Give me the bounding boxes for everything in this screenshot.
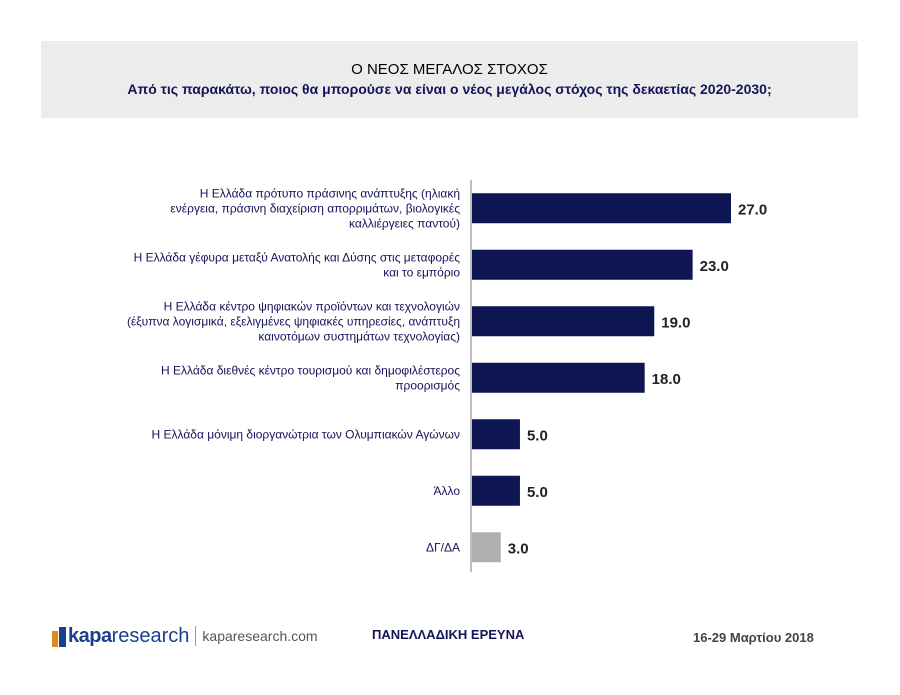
logo-text-bold: kapa: [68, 624, 112, 647]
value-label-1: 23.0: [700, 258, 729, 275]
value-label-2: 19.0: [661, 314, 690, 331]
bar-4: [472, 419, 520, 450]
bar-0: [472, 193, 731, 224]
bar-2: [472, 306, 655, 337]
value-label-4: 5.0: [527, 427, 548, 444]
logo-mark-icon: [52, 627, 66, 647]
category-label-4: Η Ελλάδα μόνιμη διοργανώτρια των Ολυμπια…: [152, 427, 460, 441]
value-label-5: 5.0: [527, 484, 548, 501]
bar-3: [472, 362, 645, 393]
chart-subtitle: Από τις παρακάτω, ποιος θα μπορούσε να ε…: [127, 81, 772, 97]
value-label-6: 3.0: [508, 540, 529, 557]
category-label-2: Η Ελλάδα κέντρο ψηφιακών προϊόντων και τ…: [127, 299, 460, 343]
header-banner: Ο ΝΕΟΣ ΜΕΓΑΛΟΣ ΣΤΟΧΟΣ Από τις παρακάτω, …: [41, 41, 858, 118]
category-label-6: ΔΓ/ΔΑ: [426, 540, 460, 554]
kapa-research-logo: kapa research kaparesearch.com: [52, 624, 318, 648]
value-label-0: 27.0: [738, 201, 767, 218]
logo-separator: [195, 626, 197, 646]
bar-1: [472, 249, 693, 280]
bar-6: [472, 532, 501, 563]
logo-website[interactable]: kaparesearch.com: [202, 628, 318, 644]
survey-label: ΠΑΝΕΛΛΑΔΙΚΗ ΕΡΕΥΝΑ: [372, 627, 525, 642]
category-label-3: Η Ελλάδα διεθνές κέντρο τουρισμού και δη…: [161, 363, 460, 392]
category-label-5: Άλλο: [433, 484, 460, 498]
category-label-1: Η Ελλάδα γέφυρα μεταξύ Ανατολής και Δύση…: [134, 250, 461, 279]
bar-5: [472, 475, 520, 506]
survey-date: 16-29 Μαρτίου 2018: [693, 630, 814, 645]
category-label-0: Η Ελλάδα πρότυπο πράσινης ανάπτυξης (ηλι…: [170, 186, 460, 230]
value-label-3: 18.0: [652, 371, 681, 388]
chart-title: Ο ΝΕΟΣ ΜΕΓΑΛΟΣ ΣΤΟΧΟΣ: [351, 61, 548, 78]
logo-text-light: research: [111, 624, 190, 647]
